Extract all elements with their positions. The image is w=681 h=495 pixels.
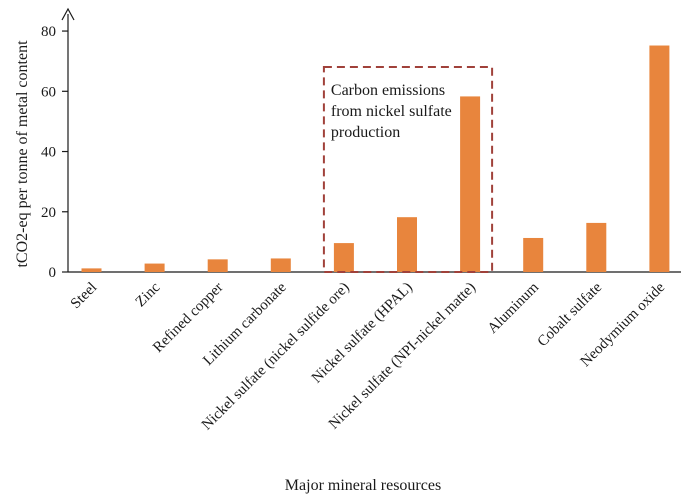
bar-4 — [333, 243, 354, 272]
annotation-line: from nickel sulfate — [331, 103, 452, 120]
bar-2 — [207, 259, 228, 272]
y-axis — [61, 7, 75, 272]
bar-8 — [586, 222, 607, 272]
annotation-line: Carbon emissions — [331, 82, 445, 99]
y-tick-label: 60 — [41, 84, 56, 100]
highlight-annotation: Carbon emissions from nickel sulfate produ… — [331, 82, 452, 141]
x-tick-label: Aluminum — [485, 279, 543, 337]
y-ticks: 0 20 40 60 80 — [41, 24, 68, 281]
bar-7 — [523, 237, 544, 272]
y-tick-label: 0 — [49, 265, 57, 281]
x-tick-label: Steel — [68, 280, 101, 313]
y-axis-arrow — [61, 7, 75, 21]
annotation-line: production — [331, 124, 400, 141]
bar-3 — [270, 258, 291, 272]
x-axis-title: Major mineral resources — [285, 477, 441, 494]
x-tick-label: Zinc — [133, 279, 164, 310]
bar-1 — [144, 263, 165, 272]
y-tick-label: 40 — [41, 145, 56, 161]
bars — [81, 45, 670, 273]
y-axis-title: tCO2-eq per tonne of metal content — [14, 40, 31, 268]
bar-5 — [397, 217, 417, 272]
bar-9 — [649, 45, 670, 273]
x-tick-label: Cobalt sulfate — [535, 279, 606, 350]
y-tick-label: 80 — [41, 24, 56, 40]
y-tick-label: 20 — [41, 205, 56, 221]
bar-0 — [81, 268, 102, 272]
bar-6 — [460, 96, 481, 272]
nickel-sulfate-highlight-box — [322, 66, 494, 273]
